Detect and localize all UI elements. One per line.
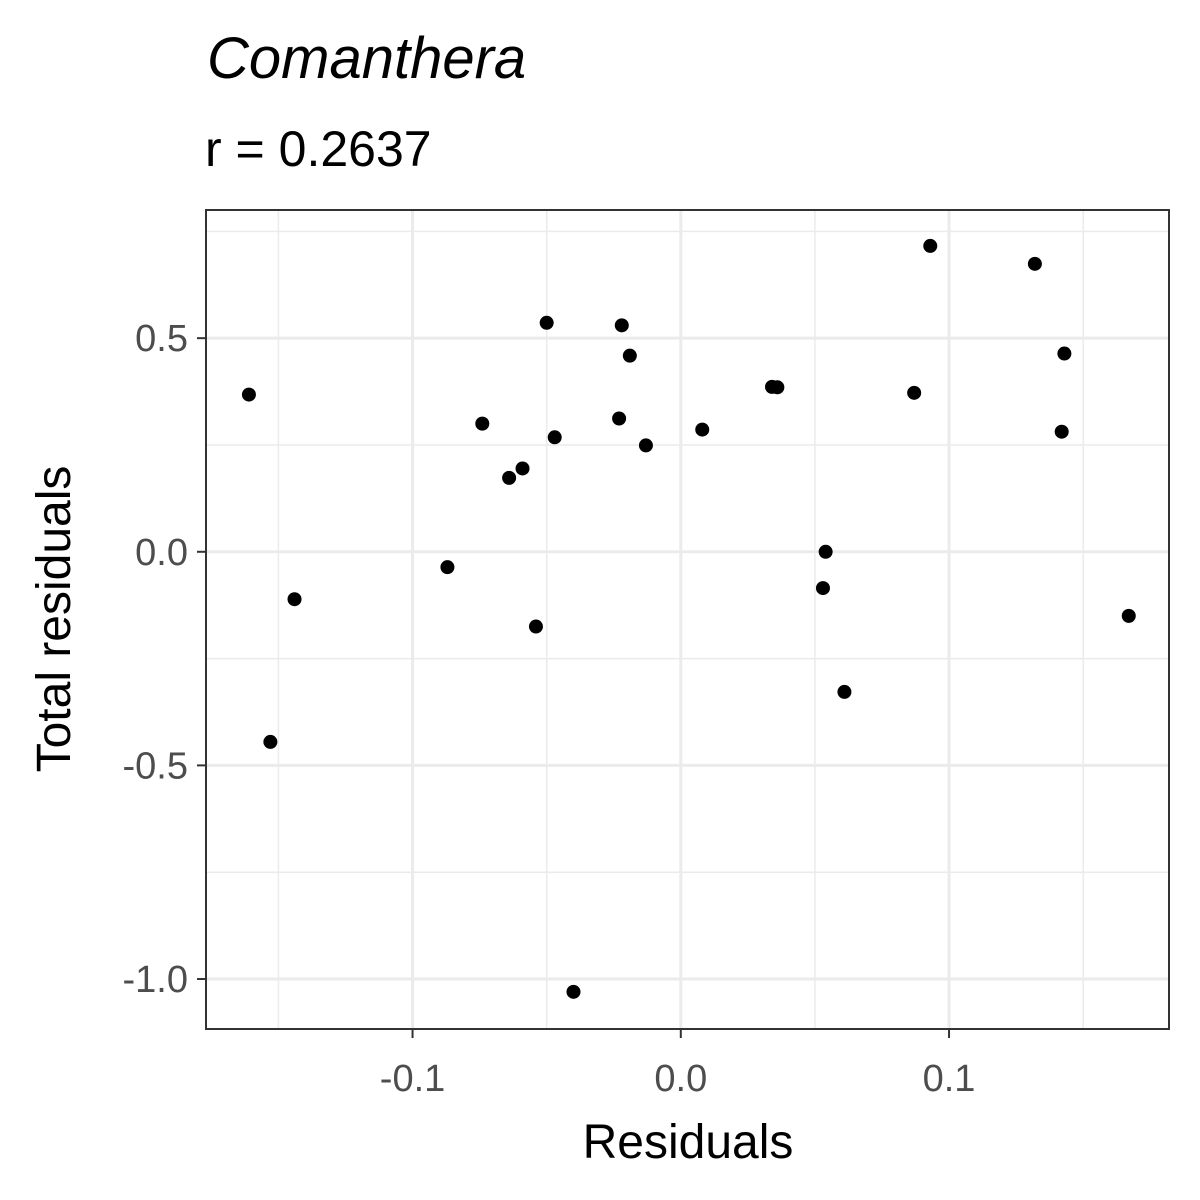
y-axis-title: Total residuals — [28, 466, 81, 773]
minor-gridlines — [206, 210, 1169, 1029]
data-point — [287, 592, 302, 607]
data-point — [614, 318, 629, 333]
data-point — [547, 430, 562, 445]
data-point — [695, 422, 710, 437]
data-point — [1054, 424, 1069, 439]
data-point — [638, 438, 653, 453]
chart-subtitle: r = 0.2637 — [205, 121, 432, 177]
data-point — [770, 380, 785, 395]
plot-panel-border — [205, 209, 1170, 1030]
data-point — [502, 470, 517, 485]
data-point — [923, 238, 938, 253]
data-point — [622, 348, 637, 363]
data-point — [566, 984, 581, 999]
y-tick-label: 0.5 — [135, 318, 188, 360]
data-point — [1057, 346, 1072, 361]
chart-title: Comanthera — [207, 26, 526, 91]
data-point — [612, 411, 627, 426]
y-tick-label: -1.0 — [123, 959, 188, 1001]
data-point — [1121, 608, 1136, 623]
major-gridlines — [206, 210, 1169, 1029]
data-point — [1027, 256, 1042, 271]
data-point — [837, 684, 852, 699]
y-tick-label: -0.5 — [123, 745, 188, 787]
data-point — [818, 544, 833, 559]
data-point — [440, 560, 455, 575]
data-point — [539, 315, 554, 330]
data-point — [241, 387, 256, 402]
data-point — [263, 734, 278, 749]
x-tick-label: -0.1 — [380, 1058, 445, 1100]
x-axis-title: Residuals — [583, 1116, 794, 1169]
x-tick-label: 0.0 — [654, 1058, 707, 1100]
x-axis: -0.1 0.0 0.1 — [380, 1029, 976, 1100]
data-point — [475, 416, 490, 431]
y-tick-label: 0.0 — [135, 532, 188, 574]
y-axis: -1.0 -0.5 0.0 0.5 — [123, 318, 206, 1001]
data-points — [241, 238, 1136, 999]
data-point — [815, 581, 830, 596]
data-point — [515, 461, 530, 476]
x-tick-label: 0.1 — [923, 1058, 976, 1100]
data-point — [907, 385, 922, 400]
data-point — [528, 619, 543, 634]
